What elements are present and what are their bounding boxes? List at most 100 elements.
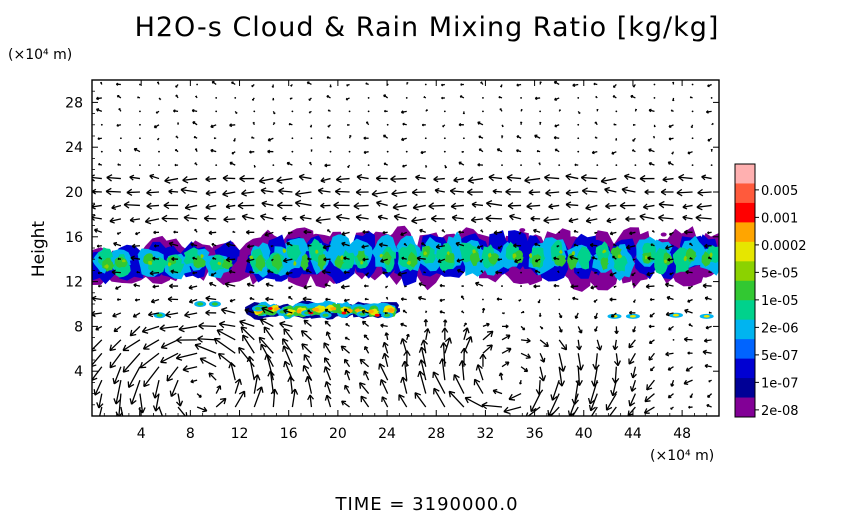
velocity-arrow xyxy=(639,213,655,221)
velocity-arrow xyxy=(482,330,494,341)
colorbar-swatch xyxy=(735,397,755,418)
velocity-arrow xyxy=(585,204,598,211)
velocity-arrow xyxy=(139,123,141,126)
velocity-arrow xyxy=(218,320,236,329)
colorbar-swatch xyxy=(735,261,755,282)
velocity-arrow xyxy=(327,124,331,128)
colorbar-label: 1e-07 xyxy=(761,376,799,391)
velocity-arrow xyxy=(581,187,598,195)
cloud-band-lower xyxy=(346,308,353,313)
velocity-arrow xyxy=(341,241,350,247)
velocity-arrow xyxy=(188,298,198,304)
cloud-band-lower xyxy=(367,309,374,314)
velocity-arrow xyxy=(660,188,674,196)
time-label: TIME = 3190000.0 xyxy=(335,494,519,515)
velocity-arrow xyxy=(481,401,503,410)
velocity-arrow xyxy=(228,362,236,381)
velocity-arrow xyxy=(283,308,293,314)
velocity-arrow xyxy=(610,312,617,318)
velocity-arrow xyxy=(591,150,598,155)
velocity-arrow xyxy=(705,110,712,114)
y-axis-unit: (×10⁴ m) xyxy=(8,47,72,63)
velocity-arrow xyxy=(260,343,274,368)
velocity-arrow xyxy=(466,188,483,196)
velocity-arrow xyxy=(356,173,369,181)
velocity-arrow xyxy=(456,258,465,263)
velocity-arrow xyxy=(363,136,369,140)
velocity-arrow xyxy=(300,330,312,341)
cloud-band-main xyxy=(340,255,344,261)
velocity-arrow xyxy=(611,366,620,384)
velocity-arrow xyxy=(309,124,313,128)
velocity-arrow xyxy=(180,186,198,195)
velocity-arrow xyxy=(439,298,445,302)
velocity-arrow xyxy=(682,203,693,210)
cloud-band-main xyxy=(249,255,254,260)
velocity-arrow xyxy=(442,270,446,274)
velocity-arrow xyxy=(498,372,504,381)
velocity-arrow xyxy=(122,339,141,352)
velocity-arrow xyxy=(648,339,655,344)
velocity-arrow xyxy=(141,325,160,334)
velocity-arrow xyxy=(615,110,618,113)
velocity-arrow xyxy=(298,173,312,181)
velocity-arrow xyxy=(188,284,198,290)
velocity-arrow xyxy=(212,256,217,260)
velocity-arrow xyxy=(272,122,276,126)
velocity-arrow xyxy=(131,243,140,249)
velocity-arrow xyxy=(594,121,598,126)
velocity-arrow xyxy=(612,84,617,88)
velocity-arrow xyxy=(139,110,141,113)
velocity-arrow xyxy=(260,187,274,195)
velocity-arrow xyxy=(129,174,141,181)
velocity-arrow xyxy=(360,395,370,408)
velocity-arrow xyxy=(117,257,121,261)
velocity-arrow xyxy=(290,84,293,87)
velocity-arrow xyxy=(176,336,198,344)
velocity-arrow xyxy=(194,343,217,354)
velocity-arrow xyxy=(671,151,675,155)
velocity-arrow xyxy=(130,255,141,261)
velocity-arrow xyxy=(196,83,199,86)
velocity-arrow xyxy=(516,135,522,139)
velocity-arrow xyxy=(567,393,579,416)
velocity-arrow xyxy=(667,366,674,371)
velocity-arrow xyxy=(174,148,179,153)
velocity-arrow xyxy=(215,164,218,167)
velocity-arrow xyxy=(340,284,350,290)
velocity-arrow xyxy=(234,110,238,115)
velocity-arrow xyxy=(458,161,465,166)
velocity-arrow xyxy=(287,231,293,235)
velocity-arrow xyxy=(482,344,493,354)
velocity-arrow xyxy=(115,393,123,416)
velocity-arrow xyxy=(691,137,694,140)
velocity-arrow xyxy=(573,243,579,247)
velocity-arrow xyxy=(513,243,522,249)
velocity-arrow xyxy=(464,396,484,408)
velocity-arrow xyxy=(577,271,580,274)
velocity-arrow xyxy=(665,311,674,317)
velocity-arrow xyxy=(203,215,217,222)
velocity-arrow xyxy=(382,230,388,235)
velocity-arrow xyxy=(652,135,656,139)
velocity-arrow xyxy=(590,285,598,290)
velocity-arrow xyxy=(301,343,312,354)
velocity-arrow xyxy=(315,216,331,224)
velocity-arrow xyxy=(705,325,712,330)
velocity-arrow xyxy=(277,201,293,210)
velocity-arrow xyxy=(539,110,542,113)
velocity-arrow xyxy=(506,173,522,182)
velocity-arrow xyxy=(672,97,675,102)
velocity-arrow xyxy=(423,328,431,340)
velocity-arrow xyxy=(688,323,693,327)
x-tick-label: 4 xyxy=(137,426,146,442)
velocity-arrow xyxy=(624,173,636,181)
velocity-arrow xyxy=(98,256,103,260)
velocity-arrow xyxy=(553,135,560,140)
velocity-arrow xyxy=(708,311,712,314)
velocity-arrow xyxy=(536,149,541,153)
velocity-arrow xyxy=(650,243,655,247)
velocity-arrow xyxy=(239,174,255,183)
velocity-arrow xyxy=(355,214,369,222)
velocity-arrow xyxy=(685,269,693,275)
